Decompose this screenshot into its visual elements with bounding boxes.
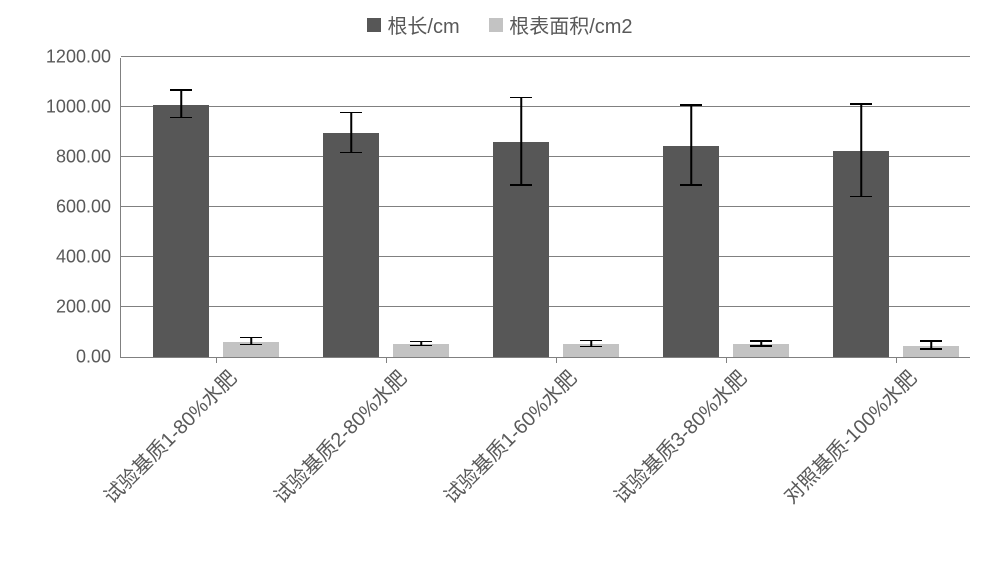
legend-label-root-length: 根长/cm: [387, 10, 459, 39]
error-cap: [510, 184, 532, 186]
plot-area: 0.00200.00400.00600.00800.001000.001200.…: [120, 58, 970, 358]
error-cap: [850, 103, 872, 105]
y-tick-label: 400.00: [56, 247, 121, 268]
x-tick-label: 对照基质-100%水肥: [770, 357, 922, 509]
error-bar: [520, 98, 522, 186]
bar: [323, 133, 379, 357]
error-cap: [240, 344, 262, 346]
error-cap: [170, 117, 192, 119]
error-bar: [350, 113, 352, 153]
bar: [153, 105, 209, 358]
bar-group: [663, 58, 789, 357]
legend-item-root-area: 根表面积/cm2: [489, 10, 632, 39]
error-cap: [580, 346, 602, 348]
x-tick-label: 试验基质1-60%水肥: [430, 357, 582, 509]
error-cap: [340, 112, 362, 114]
error-cap: [920, 340, 942, 342]
error-cap: [410, 345, 432, 347]
legend-item-root-length: 根长/cm: [367, 10, 459, 39]
error-cap: [580, 340, 602, 342]
y-tick-label: 1200.00: [46, 47, 121, 68]
error-cap: [510, 97, 532, 99]
bar-group: [323, 58, 449, 357]
error-cap: [410, 341, 432, 343]
error-cap: [170, 89, 192, 91]
error-cap: [340, 152, 362, 154]
y-tick-label: 1000.00: [46, 97, 121, 118]
bar-group: [493, 58, 619, 357]
bar-chart: 根长/cm 根表面积/cm2 0.00200.00400.00600.00800…: [0, 0, 1000, 586]
error-bar: [860, 105, 862, 198]
y-tick-label: 0.00: [76, 347, 121, 368]
bar-group: [153, 58, 279, 357]
x-tick-label: 试验基质1-80%水肥: [90, 357, 242, 509]
legend-swatch-root-length: [367, 18, 381, 32]
error-bar: [180, 91, 182, 119]
error-cap: [850, 196, 872, 198]
y-tick-label: 600.00: [56, 197, 121, 218]
x-tick-label: 试验基质2-80%水肥: [260, 357, 412, 509]
error-bar: [690, 106, 692, 186]
error-cap: [920, 348, 942, 350]
y-tick-label: 800.00: [56, 147, 121, 168]
error-cap: [750, 345, 772, 347]
gridline: [121, 56, 970, 57]
error-cap: [680, 104, 702, 106]
error-cap: [750, 340, 772, 342]
y-tick-label: 200.00: [56, 297, 121, 318]
error-cap: [680, 184, 702, 186]
legend: 根长/cm 根表面积/cm2: [0, 10, 1000, 39]
x-tick-label: 试验基质3-80%水肥: [600, 357, 752, 509]
bar-group: [833, 58, 959, 357]
error-cap: [240, 337, 262, 339]
legend-label-root-area: 根表面积/cm2: [509, 10, 632, 39]
legend-swatch-root-area: [489, 18, 503, 32]
